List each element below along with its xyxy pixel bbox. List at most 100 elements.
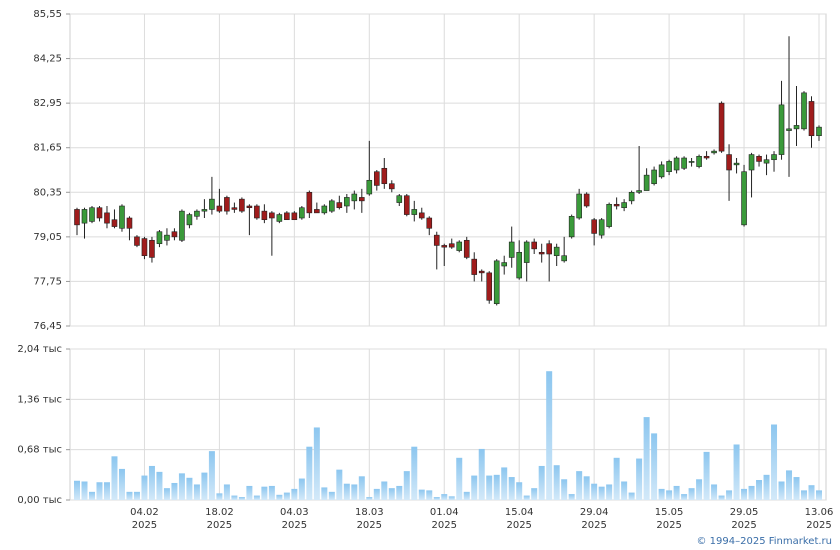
x-tick-year: 2025 xyxy=(432,520,457,531)
volume-bar xyxy=(681,494,688,500)
volume-bar xyxy=(448,496,455,500)
candle-body xyxy=(269,212,275,219)
volume-bar xyxy=(141,475,148,500)
volume-bar xyxy=(74,480,80,500)
candle-body xyxy=(254,205,260,219)
y-tick-label: 85,55 xyxy=(33,9,62,20)
candle-body xyxy=(478,270,485,274)
y-tick-label: 80,35 xyxy=(33,187,62,198)
x-tick-label: 29.05 xyxy=(730,507,759,518)
volume-bar xyxy=(156,471,163,500)
candle-body xyxy=(733,162,740,166)
volume-bar xyxy=(478,448,485,500)
candle-body xyxy=(291,212,298,221)
candle-body xyxy=(373,171,380,186)
volume-bar xyxy=(388,488,395,500)
volume-bar xyxy=(201,472,208,500)
volume-bar xyxy=(591,483,598,500)
x-tick-year: 2025 xyxy=(207,520,232,531)
volume-bar xyxy=(606,484,613,500)
candle-body xyxy=(531,241,537,250)
volume-bar xyxy=(696,479,703,500)
candle-body xyxy=(201,209,208,212)
y-tick-label: 82,95 xyxy=(33,98,62,109)
candle-body xyxy=(583,193,590,207)
candle-body xyxy=(336,202,343,209)
volume-bar xyxy=(613,457,620,500)
candle-body xyxy=(299,207,305,219)
candle-body xyxy=(216,205,223,212)
candle-body xyxy=(793,125,800,130)
volume-bar xyxy=(771,424,778,500)
volume-bar xyxy=(703,451,710,500)
volume-bar xyxy=(808,485,815,500)
volume-bar xyxy=(133,491,140,500)
x-tick-label: 18.02 xyxy=(205,507,234,518)
volume-bar xyxy=(426,490,433,500)
volume-bar xyxy=(81,481,88,500)
candle-body xyxy=(111,219,118,227)
volume-bar xyxy=(268,485,275,500)
x-tick-label: 13.06 xyxy=(805,507,834,518)
candle-body xyxy=(104,212,110,224)
x-tick-label: 29.04 xyxy=(580,507,609,518)
volume-bar xyxy=(651,433,658,500)
candle-body xyxy=(561,255,567,262)
volume-bar xyxy=(358,476,365,500)
candle-body xyxy=(194,210,200,217)
copyright[interactable]: © 1994–2025 Finmarket.ru xyxy=(696,536,832,547)
y-tick-label: 76,45 xyxy=(33,321,62,332)
candle-body xyxy=(388,183,395,190)
volume-bar xyxy=(486,475,493,500)
candle-body xyxy=(96,207,103,219)
candle-body xyxy=(441,245,448,248)
candle-body xyxy=(493,260,500,305)
candle-body xyxy=(696,155,702,167)
volume-bar xyxy=(673,485,680,500)
candle-body xyxy=(546,243,552,255)
candle-body xyxy=(89,207,95,222)
volume-bar xyxy=(748,485,755,500)
volume-bar xyxy=(246,485,253,500)
volume-bar xyxy=(306,446,313,500)
candle-body xyxy=(778,104,785,155)
candle-body xyxy=(246,205,253,209)
candle-body xyxy=(141,238,148,257)
candle-body xyxy=(628,191,635,202)
volume-bar xyxy=(148,465,155,500)
y-tick-label: 79,05 xyxy=(33,232,62,243)
candle-body xyxy=(471,258,478,275)
volume-bar xyxy=(733,444,740,500)
volume-bar xyxy=(238,497,245,500)
volume-bar xyxy=(321,487,328,500)
volume-bar xyxy=(801,490,808,500)
candle-body xyxy=(418,212,425,219)
candle-body xyxy=(501,262,508,267)
y-tick-label: 0,00 тыс xyxy=(17,495,62,506)
candle-body xyxy=(718,102,725,152)
volume-bar xyxy=(793,477,800,500)
volume-bar xyxy=(396,485,403,500)
candle-body xyxy=(239,198,245,212)
volume-bar xyxy=(741,488,748,500)
volume-bar xyxy=(568,494,575,500)
volume-bar xyxy=(501,467,508,500)
x-tick-year: 2025 xyxy=(506,520,531,531)
x-tick-label: 04.02 xyxy=(130,507,159,518)
candle-body xyxy=(329,200,335,212)
volume-bar xyxy=(163,488,170,500)
volume-bar xyxy=(756,480,763,500)
volume-bar xyxy=(636,458,643,500)
volume-bar xyxy=(96,482,103,500)
candle-body xyxy=(606,203,612,227)
candle-body xyxy=(591,219,597,234)
candle-body xyxy=(426,217,433,229)
volume-bar xyxy=(463,491,470,500)
candle-body xyxy=(763,159,770,164)
candle-body xyxy=(726,154,732,171)
volume-bar xyxy=(313,427,320,500)
candle-body xyxy=(359,197,365,202)
candle-body xyxy=(568,215,575,238)
candle-body xyxy=(344,197,350,207)
volume-bar xyxy=(763,474,770,500)
